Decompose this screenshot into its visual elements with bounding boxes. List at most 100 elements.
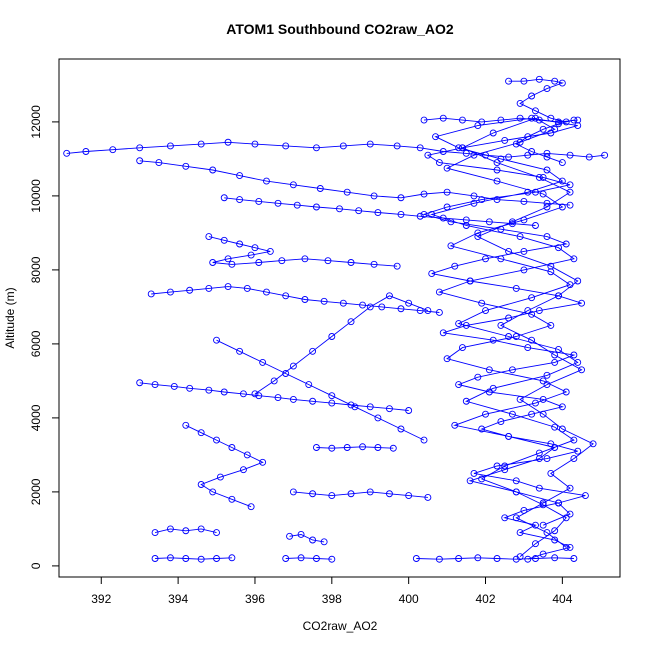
data-point: [82, 148, 90, 155]
data-point: [578, 299, 586, 307]
data-point: [443, 203, 451, 211]
data-point: [528, 294, 536, 302]
data-point: [435, 555, 443, 563]
y-tick-label: 12000: [29, 105, 43, 139]
series-line: [289, 534, 325, 543]
data-point: [539, 395, 547, 403]
y-tick-label: 10000: [29, 179, 43, 213]
data-point: [512, 284, 520, 292]
data-point: [543, 381, 551, 389]
data-point: [535, 449, 543, 457]
data-point: [524, 133, 532, 141]
x-axis: 392 394 396 398 400 402 404: [91, 576, 573, 606]
data-point: [551, 423, 559, 431]
data-point: [397, 210, 405, 218]
data-point: [470, 151, 478, 159]
data-point: [532, 555, 539, 562]
data-point: [289, 395, 297, 403]
y-tick-label: 6000: [29, 330, 43, 357]
data-point: [543, 371, 551, 379]
data-point: [220, 388, 228, 396]
data-point: [474, 554, 482, 562]
data-point: [562, 514, 570, 522]
data-point: [497, 418, 505, 426]
data-point: [493, 166, 501, 174]
data-point: [505, 153, 513, 161]
data-point: [405, 492, 413, 500]
data-point: [459, 344, 466, 352]
data-point: [166, 142, 174, 150]
data-point: [459, 116, 466, 124]
data-point: [197, 525, 205, 533]
data-point: [543, 455, 551, 463]
data-point: [328, 392, 336, 400]
data-point: [466, 277, 474, 285]
data-point: [512, 333, 520, 340]
data-point: [516, 99, 524, 107]
data-point: [532, 540, 539, 548]
x-tick-label: 394: [168, 592, 188, 606]
data-point: [301, 255, 309, 263]
data-point: [459, 144, 466, 152]
data-point: [501, 462, 509, 470]
data-point: [239, 466, 247, 474]
data-point: [136, 157, 144, 165]
y-tick-label: 4000: [29, 404, 43, 431]
data-point: [520, 266, 528, 274]
data-point: [424, 494, 432, 501]
data-point: [420, 436, 428, 444]
data-point: [366, 140, 374, 148]
data-point: [462, 321, 470, 329]
data-point: [301, 296, 309, 303]
data-point: [478, 118, 486, 126]
series-line: [224, 197, 536, 226]
data-point: [501, 514, 509, 522]
data-point: [535, 116, 543, 124]
data-point: [236, 240, 244, 248]
data-point: [562, 388, 570, 396]
data-point: [555, 292, 562, 300]
data-point: [539, 501, 547, 509]
data-point: [374, 414, 382, 422]
data-point: [497, 116, 505, 124]
data-point: [489, 336, 497, 344]
data-point: [443, 355, 451, 363]
data-point: [359, 443, 367, 451]
data-point: [505, 77, 513, 85]
data-point: [570, 436, 578, 444]
data-point: [359, 301, 367, 309]
data-point: [224, 255, 232, 263]
data-point: [539, 410, 547, 418]
data-point: [220, 236, 228, 244]
data-point: [205, 386, 213, 394]
data-point: [213, 555, 220, 562]
data-point: [263, 288, 270, 296]
data-point: [539, 125, 547, 133]
series-6: [205, 233, 401, 270]
data-point: [170, 383, 178, 390]
data-point: [366, 488, 374, 496]
data-point: [532, 188, 539, 196]
data-point: [351, 403, 359, 411]
data-point: [547, 469, 555, 477]
data-point: [213, 436, 220, 444]
data-point: [236, 347, 244, 355]
data-point: [320, 297, 328, 305]
data-point: [505, 247, 513, 255]
series-17: [286, 531, 328, 546]
data-point: [566, 188, 574, 196]
data-point: [435, 309, 443, 316]
data-point: [439, 148, 447, 155]
data-point: [470, 469, 478, 477]
x-tick-label: 402: [475, 592, 495, 606]
data-point: [474, 373, 482, 381]
series-14: [151, 554, 236, 563]
data-point: [213, 336, 220, 344]
data-point: [366, 403, 374, 411]
data-point: [520, 197, 528, 205]
series-line: [139, 382, 409, 411]
data-point: [355, 207, 363, 215]
data-point: [558, 425, 566, 433]
data-point: [508, 220, 516, 228]
y-axis-label: Altitude (m): [3, 287, 17, 348]
